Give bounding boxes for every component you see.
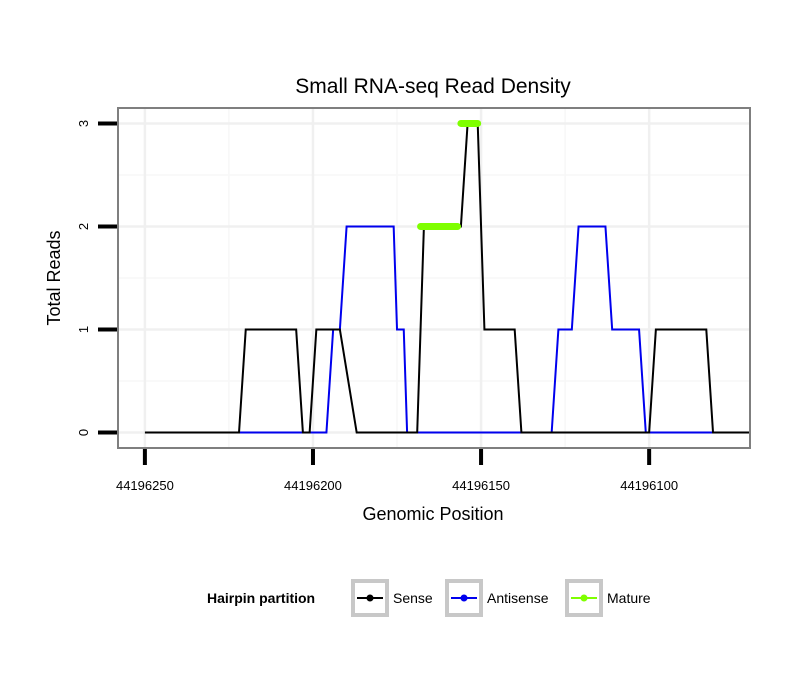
legend-key-dot xyxy=(580,594,588,602)
legend-item-mature: Mature xyxy=(565,579,651,617)
plot-border xyxy=(117,107,751,449)
x-tick-label: 44196150 xyxy=(452,478,510,493)
legend: Hairpin partition Sense Antisense Mature xyxy=(207,579,651,617)
axes: 44196250 44196200 44196150 44196100 0 1 2 3 xyxy=(76,120,678,493)
legend-key-dot xyxy=(366,594,374,602)
y-tick-label: 3 xyxy=(76,120,91,127)
legend-item-sense: Sense xyxy=(351,579,433,617)
legend-title: Hairpin partition xyxy=(207,590,315,606)
legend-label: Mature xyxy=(607,590,651,606)
y-tick-label: 1 xyxy=(76,326,91,333)
x-tick-label: 44196200 xyxy=(284,478,342,493)
chart-title: Small RNA-seq Read Density xyxy=(295,75,571,98)
legend-item-antisense: Antisense xyxy=(445,579,549,617)
y-tick-label: 0 xyxy=(76,429,91,436)
legend-label: Sense xyxy=(393,590,433,606)
legend-key-dot xyxy=(460,594,468,602)
y-axis-title: Total Reads xyxy=(44,230,64,325)
x-axis-title: Genomic Position xyxy=(362,504,503,524)
x-tick-label: 44196100 xyxy=(620,478,678,493)
y-tick-label: 2 xyxy=(76,223,91,230)
x-tick-label: 44196250 xyxy=(116,478,174,493)
legend-label: Antisense xyxy=(487,590,549,606)
series-layer xyxy=(144,119,750,434)
